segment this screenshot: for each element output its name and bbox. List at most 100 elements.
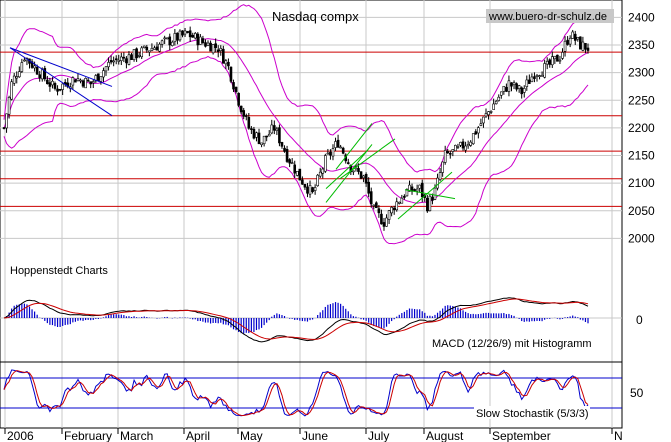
candle-body	[461, 141, 465, 149]
x-tick-label: September	[492, 429, 551, 442]
candle-body	[484, 113, 488, 117]
candle-body	[535, 75, 539, 77]
candle-body	[311, 187, 314, 192]
candle-body	[573, 33, 577, 41]
candle-body	[102, 70, 105, 78]
candle-body	[487, 111, 490, 116]
candle-body	[2, 127, 6, 129]
channel-line	[325, 149, 369, 190]
candle-body	[433, 187, 437, 200]
candle-body	[237, 92, 240, 106]
channel-line	[397, 171, 453, 220]
candle-body	[525, 79, 529, 87]
candle-body	[448, 153, 452, 155]
candle-body	[372, 204, 376, 207]
candle-body	[145, 46, 149, 51]
candle-body	[112, 60, 115, 63]
x-tick-label: N	[614, 429, 623, 442]
candle-body	[403, 195, 406, 198]
candle-body	[318, 171, 322, 177]
candle-body	[15, 76, 19, 79]
candle-body	[107, 62, 110, 68]
x-tick-label: May	[240, 429, 263, 442]
channel-line	[339, 138, 396, 180]
bollinger-lower	[3, 55, 589, 245]
candle-body	[387, 210, 391, 220]
candle-body	[260, 142, 263, 146]
candle-body	[79, 79, 82, 82]
candle-body	[451, 149, 455, 152]
candle-body	[165, 37, 169, 40]
y-tick-label: 2400	[628, 10, 655, 24]
candle-body	[81, 80, 85, 87]
candle-body	[303, 184, 307, 188]
candle-body	[35, 66, 39, 75]
y-tick-label: 2100	[628, 176, 655, 190]
candle-body	[352, 170, 355, 173]
candle-body	[336, 139, 340, 148]
candle-body	[456, 146, 460, 148]
candle-body	[229, 66, 233, 82]
candle-body	[252, 128, 256, 139]
candle-body	[298, 168, 302, 181]
candle-body	[158, 43, 161, 52]
candle-body	[408, 184, 411, 192]
candle-body	[576, 36, 580, 40]
candle-body	[285, 149, 289, 162]
candle-body	[125, 58, 128, 64]
candle-body	[584, 43, 587, 50]
candle-body	[171, 41, 174, 46]
candle-body	[334, 141, 337, 148]
candle-body	[538, 75, 541, 77]
candle-body	[232, 82, 235, 90]
candle-body	[140, 47, 144, 58]
candle-body	[10, 81, 13, 100]
candle-body	[502, 85, 506, 92]
candle-body	[385, 217, 388, 227]
candle-body	[211, 44, 215, 54]
candle-body	[533, 76, 536, 79]
candle-body	[512, 82, 516, 86]
candle-body	[364, 173, 368, 184]
candle-body	[362, 175, 365, 179]
candle-body	[339, 146, 342, 149]
candle-body	[255, 132, 258, 138]
candle-body	[474, 131, 478, 135]
candle-body	[214, 43, 217, 48]
macd-panel	[0, 297, 622, 343]
candle-body	[43, 68, 47, 80]
candle-body	[301, 179, 304, 185]
macd-tick-label: 0	[636, 313, 643, 327]
candle-body	[12, 75, 16, 84]
candle-body	[443, 150, 447, 163]
candle-body	[66, 82, 70, 88]
candle-body	[188, 30, 192, 38]
grid	[0, 0, 622, 428]
candle-body	[91, 81, 95, 84]
candle-body	[293, 164, 297, 174]
candle-body	[397, 201, 401, 204]
candle-body	[33, 65, 36, 69]
y-tick-label: 2050	[628, 204, 655, 218]
candle-body	[561, 52, 564, 59]
price-panel	[0, 4, 622, 245]
candle-body	[120, 56, 123, 62]
candle-body	[7, 97, 11, 115]
candle-body	[61, 83, 64, 90]
candle-body	[51, 80, 54, 86]
y-tick-label: 2000	[628, 231, 655, 245]
y-tick-label: 2350	[628, 38, 655, 52]
candle-body	[86, 79, 90, 82]
credit-label: Hoppenstedt Charts	[10, 265, 108, 277]
candle-body	[581, 41, 585, 51]
candle-body	[426, 197, 429, 212]
candle-body	[341, 147, 345, 154]
candle-body	[265, 135, 268, 138]
candle-body	[548, 59, 552, 65]
candle-body	[563, 40, 567, 52]
candle-body	[199, 36, 202, 45]
x-tick-label: August	[426, 429, 464, 442]
candle-body	[492, 103, 495, 110]
candle-body	[436, 177, 439, 189]
x-tick-label: March	[120, 429, 153, 442]
